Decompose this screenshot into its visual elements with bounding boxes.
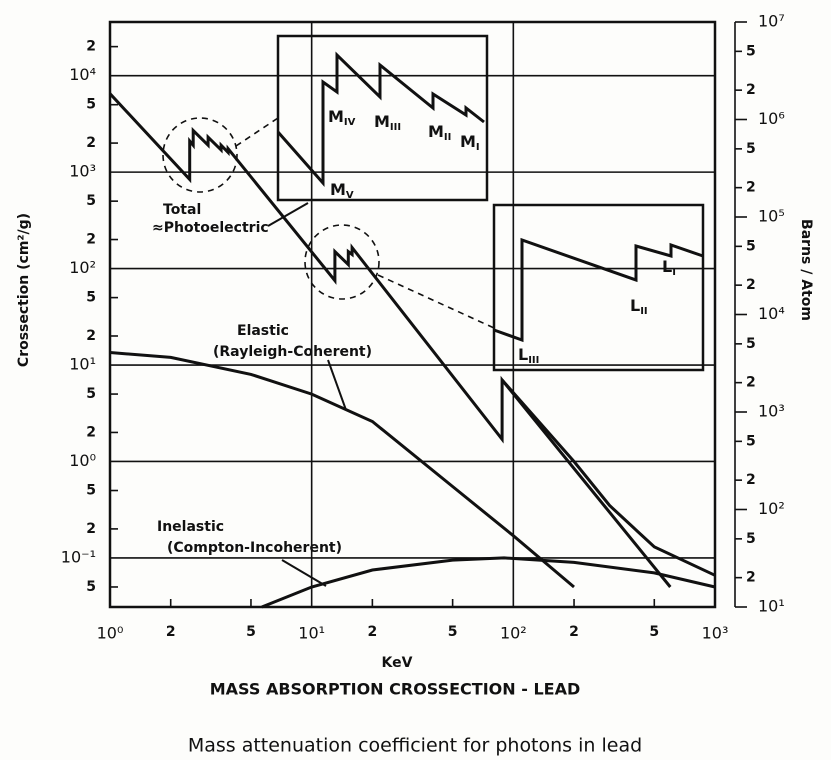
y-tick-label: 10⁻¹ (61, 547, 96, 566)
inset-label-sub: IV (344, 117, 356, 128)
y-tick-label: 10⁴ (69, 65, 96, 84)
inset-label-text: M (460, 132, 476, 151)
inset-label-sub: II (444, 132, 451, 143)
inset-label: LII (630, 296, 648, 318)
y-tick-label: 5 (86, 386, 96, 402)
inset-label-sub: I (476, 142, 480, 153)
label-leader (327, 359, 347, 411)
inset-label-sub: V (346, 190, 354, 201)
label-leader (267, 202, 309, 227)
y2-tick-label: 2 (746, 277, 756, 293)
y2-tick-label: 10⁴ (758, 304, 785, 323)
inset-label: MI (460, 132, 480, 154)
y2-tick-label: 2 (746, 570, 756, 586)
y2-tick-label: 5 (746, 531, 756, 547)
zoom-circle (162, 117, 238, 193)
x-axis-label: KeV (382, 655, 413, 671)
y2-tick-label: 10⁶ (758, 109, 785, 128)
x-tick-label: 2 (569, 624, 579, 640)
inset-label-text: M (374, 112, 390, 131)
y-tick-label: 2 (86, 39, 96, 55)
y-tick-label: 5 (86, 193, 96, 209)
zoom-circle (304, 224, 380, 300)
chart-title: MASS ABSORPTION CROSSECTION - LEAD (210, 680, 580, 699)
y2-tick-label: 10³ (758, 402, 785, 421)
y2-tick-label: 10⁵ (758, 207, 785, 226)
x-tick-label: 5 (448, 624, 458, 640)
x-tick-label: 5 (649, 624, 659, 640)
y-tick-label: 10³ (69, 162, 96, 181)
label-leader (281, 559, 327, 587)
y-axis-label: Crossection (cm²/g) (16, 213, 32, 367)
x-tick-label: 5 (246, 624, 256, 640)
inset-label-text: L (662, 257, 672, 276)
inset-label: LI (662, 257, 676, 279)
inset-label-sub: III (390, 122, 401, 133)
x-tick-label: 2 (166, 624, 176, 640)
inset-label-sub: II (640, 306, 647, 317)
inset-label-text: M (330, 180, 346, 199)
series-label: Inelastic (157, 519, 224, 535)
y2-tick-label: 5 (746, 336, 756, 352)
y2-tick-label: 5 (746, 238, 756, 254)
data-line (109, 351, 575, 589)
y2-tick-label: 10² (758, 499, 785, 518)
inset-label-text: L (630, 296, 640, 315)
inset-box (492, 203, 705, 372)
x-tick-label: 10³ (702, 624, 729, 643)
series-label: (Rayleigh-Coherent) (213, 344, 372, 360)
series-label: ≈Photoelectric (152, 220, 269, 236)
inset-label-text: L (518, 345, 528, 364)
y2-tick-label: 10⁷ (758, 12, 785, 31)
inset-curve (276, 51, 485, 187)
y-tick-label: 2 (86, 232, 96, 248)
inset-label-text: M (328, 107, 344, 126)
inset-curve (493, 237, 704, 343)
inset-label: MIII (374, 112, 401, 134)
zoom-leader (235, 117, 279, 147)
y-tick-label: 2 (86, 424, 96, 440)
y2-tick-label: 2 (746, 375, 756, 391)
y2-tick-label: 5 (746, 433, 756, 449)
y2-tick-label: 5 (746, 141, 756, 157)
x-tick-label: 10⁰ (97, 624, 124, 643)
series-label: Elastic (237, 323, 289, 339)
series-label: Total (163, 202, 201, 218)
inset-label-sub: I (672, 267, 676, 278)
data-line (261, 556, 716, 609)
y-tick-label: 10¹ (69, 355, 96, 374)
caption: Mass attenuation coefficient for photons… (188, 735, 642, 757)
series-label: (Compton-Incoherent) (167, 540, 342, 556)
x-tick-label: 10¹ (298, 624, 325, 643)
y2-tick-label: 2 (746, 472, 756, 488)
inset-label: MII (428, 122, 451, 144)
y-tick-label: 5 (86, 290, 96, 306)
y-tick-label: 10² (69, 258, 96, 277)
inset-box (276, 34, 489, 202)
inset-label-sub: III (528, 355, 539, 366)
y2-tick-label: 2 (746, 180, 756, 196)
inset-label: LIII (518, 345, 539, 367)
y-tick-label: 5 (86, 483, 96, 499)
y-tick-label: 2 (86, 135, 96, 151)
y2-tick-label: 10¹ (758, 597, 785, 616)
x-tick-label: 2 (367, 624, 377, 640)
inset-label-text: M (428, 122, 444, 141)
y-tick-label: 2 (86, 328, 96, 344)
y2-axis-label: Barns / Atom (798, 219, 814, 321)
y-tick-label: 5 (86, 97, 96, 113)
inset-label: MV (330, 180, 354, 202)
data-line (500, 379, 716, 577)
inset-label: MIV (328, 107, 356, 129)
y2-tick-label: 2 (746, 82, 756, 98)
y-tick-label: 2 (86, 521, 96, 537)
data-line (108, 92, 672, 588)
y-tick-label: 10⁰ (69, 451, 96, 470)
x-tick-label: 10² (500, 624, 527, 643)
y-tick-label: 5 (86, 579, 96, 595)
y2-tick-label: 5 (746, 43, 756, 59)
